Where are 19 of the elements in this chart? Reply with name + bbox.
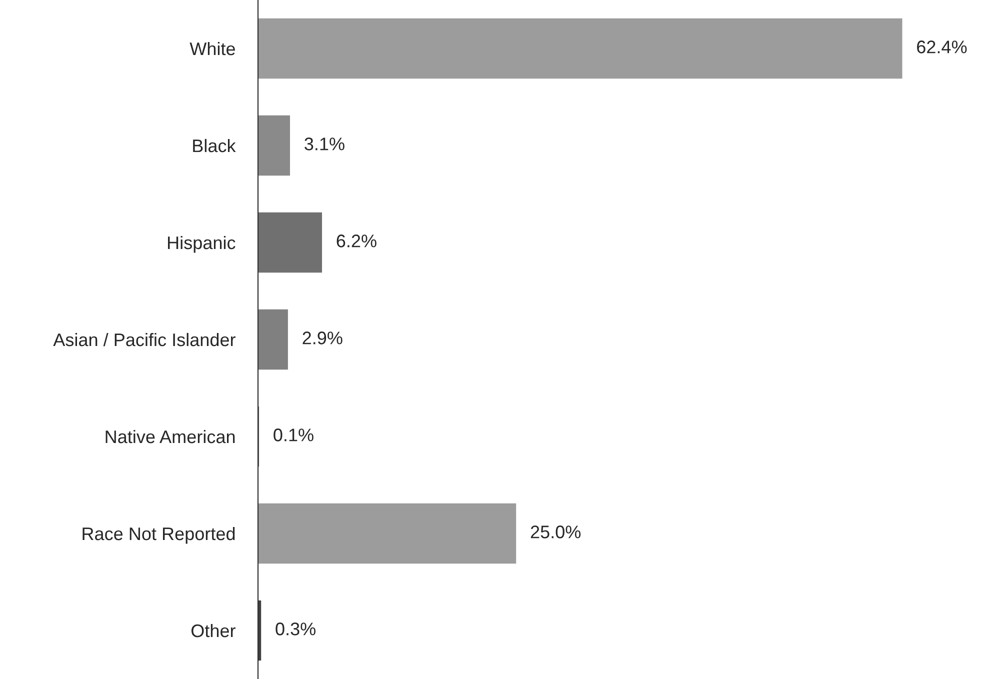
y-tick-label: Other xyxy=(191,624,236,638)
y-tick-label: Hispanic xyxy=(168,236,236,253)
bar xyxy=(258,18,902,79)
y-tick-label: Asian / Pacific Islander xyxy=(53,332,236,346)
data-label: 6.2% xyxy=(336,234,376,248)
y-tick-label: Black xyxy=(193,138,236,152)
data-label: 2.9% xyxy=(302,332,342,344)
data-label: 0.3% xyxy=(276,622,316,636)
y-tick-label: Native American xyxy=(106,430,235,444)
bar xyxy=(258,309,288,370)
data-label: 62.4% xyxy=(917,40,967,54)
data-label: 25.0% xyxy=(530,526,581,538)
bar xyxy=(258,503,516,564)
data-label: 0.1% xyxy=(274,428,314,442)
bar xyxy=(258,115,290,176)
y-tick-label: White xyxy=(190,42,235,56)
y-tick-label: Race Not Reported xyxy=(82,526,235,544)
data-label: 3.1% xyxy=(304,138,344,150)
bar xyxy=(258,212,322,273)
